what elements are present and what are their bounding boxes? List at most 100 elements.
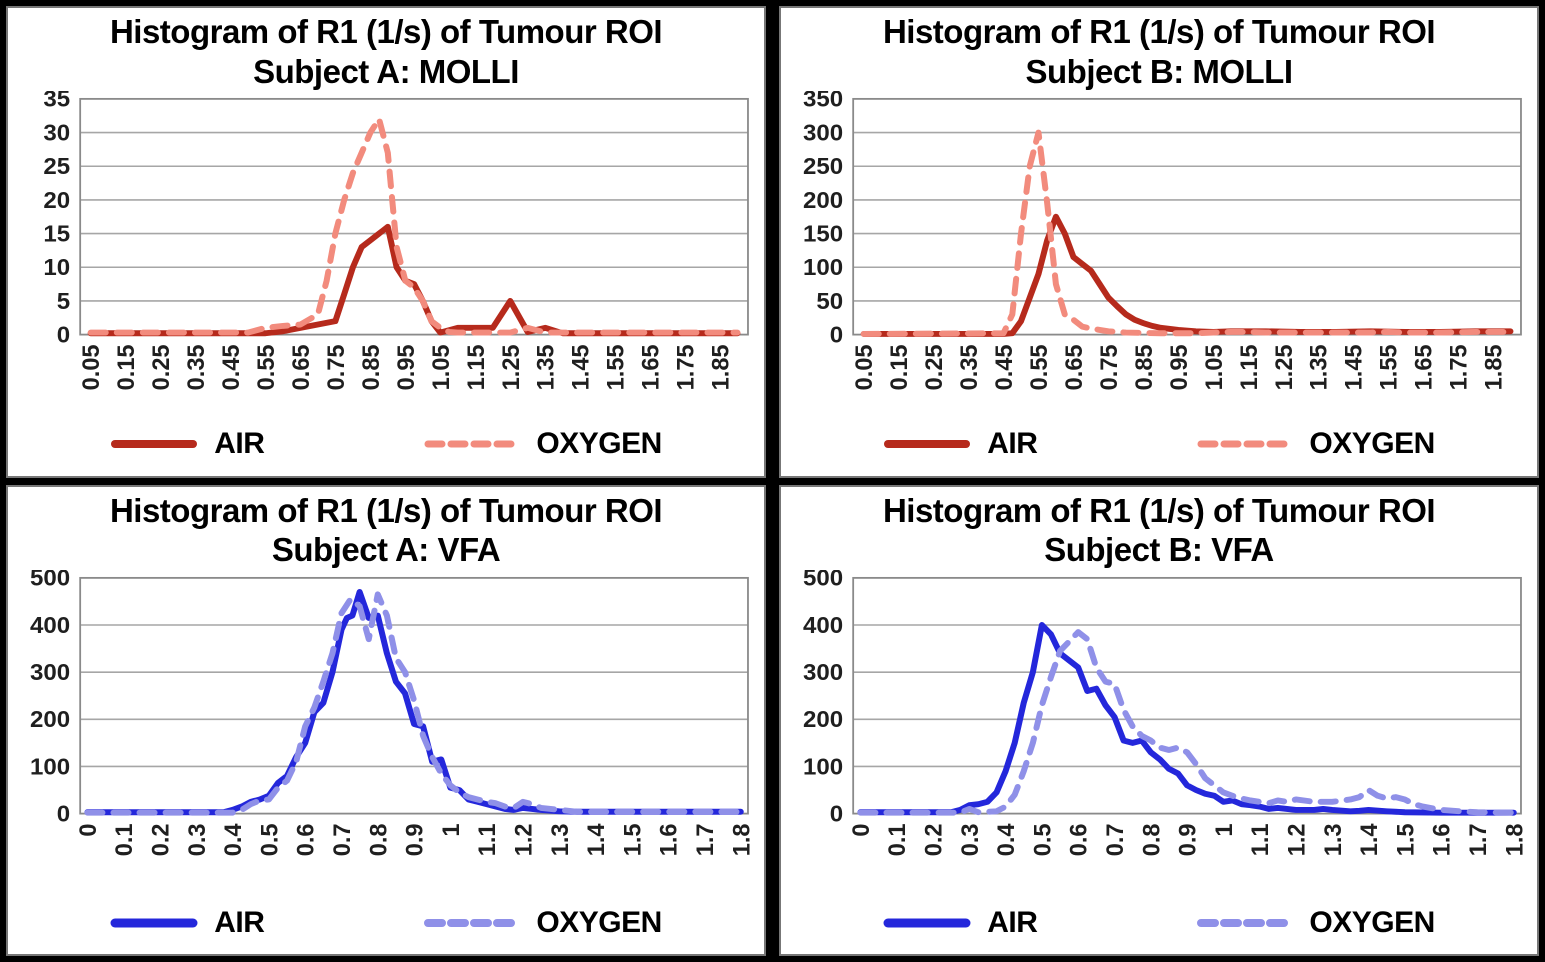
chart-title: Histogram of R1 (1/s) of Tumour ROI Subj… — [14, 491, 758, 570]
svg-text:1.7: 1.7 — [1465, 823, 1492, 856]
chart-subject-a-molli: 0 5 10 15 20 25 30 35 0.05 0.15 0.25 0.35 0.45 0.55 0.… — [43, 91, 749, 391]
svg-text:1.1: 1.1 — [1247, 823, 1274, 856]
svg-text:0.05: 0.05 — [78, 345, 105, 391]
svg-text:1.45: 1.45 — [567, 345, 594, 391]
svg-text:1: 1 — [438, 823, 465, 836]
svg-text:0.4: 0.4 — [993, 822, 1020, 856]
svg-text:0: 0 — [75, 823, 102, 836]
svg-text:1.1: 1.1 — [474, 823, 501, 856]
svg-text:500: 500 — [30, 570, 70, 592]
svg-text:0.1: 0.1 — [884, 823, 911, 856]
legend-entry-air: AIR — [110, 905, 265, 940]
legend-label-air: AIR — [987, 905, 1038, 939]
svg-text:1.2: 1.2 — [1283, 823, 1310, 856]
svg-text:0: 0 — [830, 800, 843, 827]
legend-label-air: AIR — [987, 427, 1038, 461]
svg-text:400: 400 — [803, 612, 843, 639]
svg-text:1.05: 1.05 — [1201, 345, 1228, 391]
svg-text:1.15: 1.15 — [1236, 345, 1263, 391]
svg-text:1.8: 1.8 — [728, 823, 755, 856]
chart-title-line2: Subject B: VFA — [1044, 531, 1274, 569]
air-line-swatch-icon — [883, 918, 971, 928]
svg-text:1.2: 1.2 — [510, 823, 537, 856]
oxygen-dashed-swatch-icon — [1197, 918, 1294, 927]
svg-text:400: 400 — [30, 612, 70, 639]
svg-text:15: 15 — [43, 221, 70, 248]
chart-title-line2: Subject A: VFA — [271, 531, 501, 569]
svg-text:100: 100 — [803, 254, 843, 281]
svg-text:250: 250 — [803, 154, 843, 181]
svg-text:1.65: 1.65 — [637, 345, 664, 391]
chart-title-line1: Histogram of R1 (1/s) of Tumour ROI — [109, 491, 663, 529]
svg-text:0.35: 0.35 — [183, 345, 210, 391]
svg-text:0.6: 0.6 — [292, 823, 319, 856]
svg-text:1.3: 1.3 — [1320, 823, 1347, 856]
svg-text:0: 0 — [830, 322, 843, 349]
chart-title-line2: Subject B: MOLLI — [1025, 52, 1294, 90]
svg-text:1.4: 1.4 — [583, 822, 610, 856]
svg-text:10: 10 — [43, 254, 70, 281]
legend-entry-oxygen: OXYGEN — [1197, 906, 1435, 940]
svg-text:1.6: 1.6 — [1428, 823, 1455, 856]
svg-text:100: 100 — [803, 753, 843, 780]
svg-text:0.55: 0.55 — [253, 345, 280, 391]
svg-text:0.4: 0.4 — [220, 822, 247, 856]
svg-text:1.75: 1.75 — [672, 345, 699, 391]
svg-text:0.7: 0.7 — [329, 823, 356, 856]
svg-text:0.65: 0.65 — [1061, 345, 1088, 391]
chart-title-line2: Subject A: MOLLI — [253, 52, 519, 90]
svg-text:0.25: 0.25 — [148, 345, 175, 391]
svg-text:0.15: 0.15 — [886, 345, 913, 391]
air-line-swatch-icon — [884, 440, 971, 449]
svg-text:0.6: 0.6 — [1065, 823, 1092, 856]
svg-text:0: 0 — [848, 823, 875, 836]
svg-text:500: 500 — [803, 570, 843, 592]
legend: AIR OXYGEN — [14, 421, 758, 467]
svg-text:300: 300 — [803, 659, 843, 686]
legend: AIR OXYGEN — [787, 421, 1531, 467]
svg-text:0.8: 0.8 — [365, 823, 392, 856]
legend-entry-oxygen: OXYGEN — [1197, 427, 1435, 461]
oxygen-dashed-swatch-icon — [424, 440, 521, 448]
svg-text:1.55: 1.55 — [602, 345, 629, 391]
legend: AIR OXYGEN — [14, 900, 758, 946]
svg-text:1.55: 1.55 — [1375, 345, 1402, 391]
svg-text:150: 150 — [803, 221, 843, 248]
svg-text:0.45: 0.45 — [218, 345, 245, 391]
svg-text:200: 200 — [30, 706, 70, 733]
svg-text:350: 350 — [803, 91, 843, 113]
svg-text:1.35: 1.35 — [1306, 345, 1333, 391]
chart-title: Histogram of R1 (1/s) of Tumour ROI Subj… — [787, 491, 1531, 570]
svg-text:1.15: 1.15 — [463, 345, 490, 391]
svg-text:1.75: 1.75 — [1445, 345, 1472, 391]
svg-text:0.85: 0.85 — [1131, 345, 1158, 391]
svg-text:0.95: 0.95 — [393, 345, 420, 391]
svg-text:300: 300 — [803, 120, 843, 147]
svg-text:5: 5 — [57, 288, 70, 315]
legend-entry-air: AIR — [883, 427, 1038, 461]
chart-subject-b-molli: 0 50 100 150 200 250 300 350 0.05 0.15 0.25 0.35 0.4… — [803, 91, 1522, 391]
svg-text:0.75: 0.75 — [323, 345, 350, 391]
chart-subject-b-vfa: 0 100 200 300 400 500 0 0.1 0.2 0.3 0.4 0.5 0.6 0.7 0.… — [803, 570, 1528, 856]
svg-text:1.3: 1.3 — [547, 823, 574, 856]
chart-title: Histogram of R1 (1/s) of Tumour ROI Subj… — [787, 12, 1531, 91]
svg-text:1.85: 1.85 — [707, 345, 734, 391]
legend: AIR OXYGEN — [787, 900, 1531, 946]
svg-text:1.7: 1.7 — [692, 823, 719, 856]
svg-text:0.65: 0.65 — [288, 345, 315, 391]
legend-entry-air: AIR — [883, 905, 1038, 940]
svg-text:0.5: 0.5 — [256, 823, 283, 856]
svg-text:25: 25 — [43, 154, 70, 181]
svg-text:0.7: 0.7 — [1102, 823, 1129, 856]
svg-text:0.1: 0.1 — [111, 823, 138, 856]
svg-text:1: 1 — [1211, 823, 1238, 836]
chart-title-line1: Histogram of R1 (1/s) of Tumour ROI — [882, 13, 1436, 50]
svg-text:100: 100 — [30, 753, 70, 780]
legend-label-air: AIR — [214, 905, 265, 939]
svg-text:1.45: 1.45 — [1340, 345, 1367, 391]
chart-subject-a-vfa: 0 100 200 300 400 500 0 0.1 0.2 0.3 0.4 0.5 0.6 0.7 0.… — [30, 570, 755, 856]
svg-text:1.6: 1.6 — [655, 823, 682, 856]
svg-text:0.5: 0.5 — [1029, 823, 1056, 856]
panel-subject-a-vfa: Histogram of R1 (1/s) of Tumour ROI Subj… — [6, 484, 766, 956]
